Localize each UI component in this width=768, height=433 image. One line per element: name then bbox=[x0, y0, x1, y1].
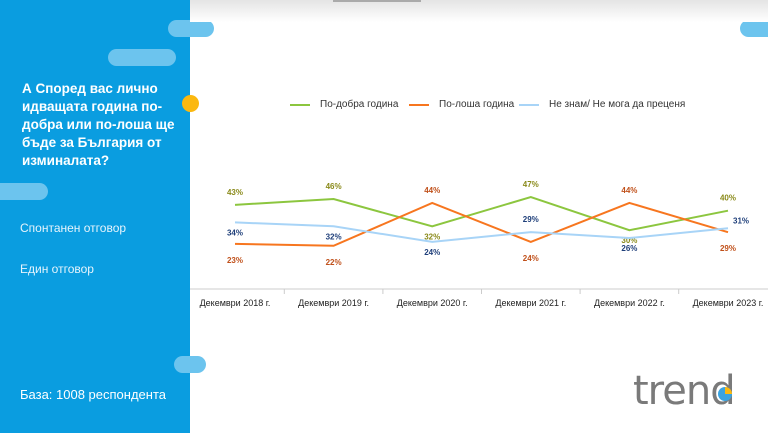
data-label: 31% bbox=[733, 216, 749, 225]
data-label: 30% bbox=[621, 236, 637, 245]
legend-swatch bbox=[519, 103, 539, 106]
question-title: А Според вас лично идващата година по-до… bbox=[22, 81, 175, 168]
legend-label: По-добра година bbox=[320, 99, 399, 110]
sidebar-panel bbox=[0, 0, 190, 433]
series-line-2 bbox=[234, 221, 729, 243]
base-count: База: 1008 респондента bbox=[20, 387, 167, 402]
x-tick-label: Декември 2020 г. bbox=[397, 298, 468, 308]
data-label: 24% bbox=[523, 254, 539, 263]
top-bar bbox=[333, 0, 421, 2]
x-tick-label: Декември 2021 г. bbox=[495, 298, 566, 308]
data-label: 29% bbox=[523, 215, 539, 224]
decor-pill bbox=[168, 20, 214, 37]
legend-label: Не знам/ Не мога да преценя bbox=[549, 99, 686, 110]
data-label: 47% bbox=[523, 180, 539, 189]
data-label: 24% bbox=[424, 248, 440, 257]
data-label: 26% bbox=[621, 244, 637, 253]
note-single-answer: Един отговор bbox=[20, 262, 94, 276]
legend-swatch bbox=[290, 103, 310, 106]
series-line-0 bbox=[234, 196, 729, 232]
top-shade bbox=[190, 0, 768, 22]
data-label: 29% bbox=[720, 244, 736, 253]
data-label: 44% bbox=[621, 186, 637, 195]
decor-pill bbox=[740, 20, 768, 37]
data-label: 23% bbox=[227, 256, 243, 265]
decor-pill bbox=[174, 356, 206, 373]
data-label: 22% bbox=[326, 258, 342, 267]
data-label: 40% bbox=[720, 194, 736, 203]
data-label: 34% bbox=[227, 228, 243, 237]
x-tick-label: Декември 2022 г. bbox=[594, 298, 665, 308]
data-label: 32% bbox=[326, 232, 342, 241]
series-line-1 bbox=[234, 201, 729, 247]
data-label: 43% bbox=[227, 188, 243, 197]
legend-item-worse: По-лоша година bbox=[409, 99, 514, 110]
data-label: 46% bbox=[326, 182, 342, 191]
trend-logo: trend bbox=[633, 368, 736, 414]
decor-pill bbox=[0, 183, 48, 200]
legend-label: По-лоша година bbox=[439, 99, 515, 110]
decor-pill bbox=[108, 49, 176, 66]
legend-item-better: По-добра година bbox=[290, 99, 398, 110]
data-label: 44% bbox=[424, 186, 440, 195]
x-tick-label: Декември 2019 г. bbox=[298, 298, 369, 308]
x-tick-label: Декември 2023 г. bbox=[693, 298, 764, 308]
note-spontaneous: Спонтанен отговор bbox=[20, 221, 127, 235]
data-label: 32% bbox=[424, 232, 440, 241]
decor-dot bbox=[182, 95, 199, 112]
legend-swatch bbox=[409, 103, 429, 106]
x-tick-label: Декември 2018 г. bbox=[200, 298, 271, 308]
legend-item-dont-know: Не знам/ Не мога да преценя bbox=[519, 99, 685, 110]
